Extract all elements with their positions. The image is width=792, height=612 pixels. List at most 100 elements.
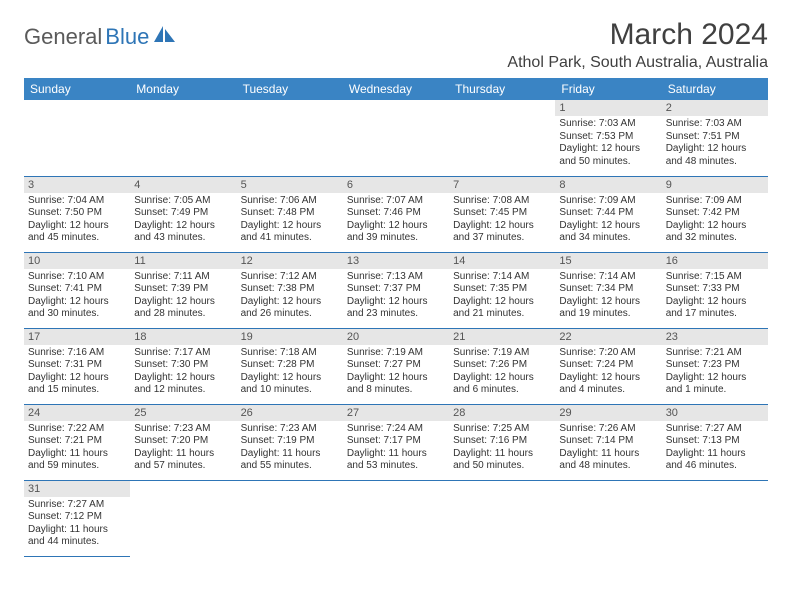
day-number: 20 — [343, 329, 449, 345]
day-ss: Sunset: 7:35 PM — [453, 283, 551, 296]
day-sr: Sunrise: 7:12 AM — [241, 271, 339, 284]
calendar-cell — [343, 100, 449, 176]
day-dl1: Daylight: 12 hours — [134, 296, 232, 309]
day-number: 19 — [237, 329, 343, 345]
day-number: 2 — [662, 100, 768, 116]
calendar-cell — [237, 480, 343, 556]
day-number — [343, 100, 449, 116]
weekday-header: Tuesday — [237, 78, 343, 100]
day-sr: Sunrise: 7:19 AM — [453, 347, 551, 360]
calendar-cell — [237, 100, 343, 176]
day-details: Sunrise: 7:10 AMSunset: 7:41 PMDaylight:… — [24, 269, 130, 325]
calendar-cell: 4Sunrise: 7:05 AMSunset: 7:49 PMDaylight… — [130, 176, 236, 252]
day-dl1: Daylight: 11 hours — [666, 448, 764, 461]
day-sr: Sunrise: 7:23 AM — [241, 423, 339, 436]
calendar-cell: 9Sunrise: 7:09 AMSunset: 7:42 PMDaylight… — [662, 176, 768, 252]
day-dl2: and 45 minutes. — [28, 232, 126, 245]
day-ss: Sunset: 7:37 PM — [347, 283, 445, 296]
day-sr: Sunrise: 7:24 AM — [347, 423, 445, 436]
day-details: Sunrise: 7:13 AMSunset: 7:37 PMDaylight:… — [343, 269, 449, 325]
day-ss: Sunset: 7:30 PM — [134, 359, 232, 372]
day-dl2: and 34 minutes. — [559, 232, 657, 245]
calendar-cell: 5Sunrise: 7:06 AMSunset: 7:48 PMDaylight… — [237, 176, 343, 252]
day-dl1: Daylight: 12 hours — [134, 372, 232, 385]
day-dl2: and 8 minutes. — [347, 384, 445, 397]
day-details: Sunrise: 7:22 AMSunset: 7:21 PMDaylight:… — [24, 421, 130, 477]
day-ss: Sunset: 7:26 PM — [453, 359, 551, 372]
day-number: 14 — [449, 253, 555, 269]
day-number: 27 — [343, 405, 449, 421]
calendar-cell: 16Sunrise: 7:15 AMSunset: 7:33 PMDayligh… — [662, 252, 768, 328]
day-dl2: and 50 minutes. — [453, 460, 551, 473]
day-number: 10 — [24, 253, 130, 269]
month-title: March 2024 — [507, 18, 768, 52]
calendar-cell — [662, 480, 768, 556]
day-details: Sunrise: 7:24 AMSunset: 7:17 PMDaylight:… — [343, 421, 449, 477]
day-sr: Sunrise: 7:21 AM — [666, 347, 764, 360]
day-ss: Sunset: 7:20 PM — [134, 435, 232, 448]
day-ss: Sunset: 7:14 PM — [559, 435, 657, 448]
day-number: 13 — [343, 253, 449, 269]
day-dl2: and 17 minutes. — [666, 308, 764, 321]
weekday-header: Friday — [555, 78, 661, 100]
day-details: Sunrise: 7:11 AMSunset: 7:39 PMDaylight:… — [130, 269, 236, 325]
day-number: 15 — [555, 253, 661, 269]
day-details: Sunrise: 7:20 AMSunset: 7:24 PMDaylight:… — [555, 345, 661, 401]
day-dl1: Daylight: 12 hours — [347, 220, 445, 233]
day-details: Sunrise: 7:14 AMSunset: 7:35 PMDaylight:… — [449, 269, 555, 325]
day-sr: Sunrise: 7:09 AM — [666, 195, 764, 208]
day-dl2: and 28 minutes. — [134, 308, 232, 321]
day-number: 22 — [555, 329, 661, 345]
day-dl1: Daylight: 12 hours — [559, 220, 657, 233]
day-dl2: and 53 minutes. — [347, 460, 445, 473]
calendar-cell — [449, 480, 555, 556]
day-ss: Sunset: 7:48 PM — [241, 207, 339, 220]
day-number: 30 — [662, 405, 768, 421]
day-details: Sunrise: 7:25 AMSunset: 7:16 PMDaylight:… — [449, 421, 555, 477]
sail-icon — [154, 24, 176, 50]
calendar-cell: 13Sunrise: 7:13 AMSunset: 7:37 PMDayligh… — [343, 252, 449, 328]
day-sr: Sunrise: 7:19 AM — [347, 347, 445, 360]
day-details: Sunrise: 7:27 AMSunset: 7:12 PMDaylight:… — [24, 497, 130, 553]
day-dl1: Daylight: 11 hours — [347, 448, 445, 461]
calendar-cell — [449, 100, 555, 176]
day-number: 23 — [662, 329, 768, 345]
day-number: 11 — [130, 253, 236, 269]
day-dl1: Daylight: 12 hours — [28, 372, 126, 385]
day-dl1: Daylight: 12 hours — [666, 372, 764, 385]
day-sr: Sunrise: 7:05 AM — [134, 195, 232, 208]
day-sr: Sunrise: 7:03 AM — [666, 118, 764, 131]
calendar-cell: 19Sunrise: 7:18 AMSunset: 7:28 PMDayligh… — [237, 328, 343, 404]
day-dl1: Daylight: 12 hours — [28, 296, 126, 309]
day-sr: Sunrise: 7:04 AM — [28, 195, 126, 208]
day-dl1: Daylight: 12 hours — [347, 372, 445, 385]
day-ss: Sunset: 7:46 PM — [347, 207, 445, 220]
day-dl1: Daylight: 12 hours — [559, 143, 657, 156]
day-number — [130, 100, 236, 116]
day-ss: Sunset: 7:12 PM — [28, 511, 126, 524]
day-number: 31 — [24, 481, 130, 497]
day-dl2: and 6 minutes. — [453, 384, 551, 397]
day-dl1: Daylight: 12 hours — [453, 220, 551, 233]
day-number: 5 — [237, 177, 343, 193]
day-details: Sunrise: 7:08 AMSunset: 7:45 PMDaylight:… — [449, 193, 555, 249]
day-dl2: and 1 minute. — [666, 384, 764, 397]
day-details: Sunrise: 7:05 AMSunset: 7:49 PMDaylight:… — [130, 193, 236, 249]
day-sr: Sunrise: 7:06 AM — [241, 195, 339, 208]
logo: GeneralBlue — [24, 24, 176, 50]
day-dl1: Daylight: 11 hours — [134, 448, 232, 461]
day-dl2: and 50 minutes. — [559, 156, 657, 169]
calendar-row: 24Sunrise: 7:22 AMSunset: 7:21 PMDayligh… — [24, 404, 768, 480]
calendar-cell: 12Sunrise: 7:12 AMSunset: 7:38 PMDayligh… — [237, 252, 343, 328]
calendar-row: 10Sunrise: 7:10 AMSunset: 7:41 PMDayligh… — [24, 252, 768, 328]
day-dl2: and 41 minutes. — [241, 232, 339, 245]
day-number: 8 — [555, 177, 661, 193]
day-details: Sunrise: 7:04 AMSunset: 7:50 PMDaylight:… — [24, 193, 130, 249]
day-sr: Sunrise: 7:17 AM — [134, 347, 232, 360]
day-number: 24 — [24, 405, 130, 421]
calendar-cell: 26Sunrise: 7:23 AMSunset: 7:19 PMDayligh… — [237, 404, 343, 480]
day-dl2: and 44 minutes. — [28, 536, 126, 549]
calendar-row: 17Sunrise: 7:16 AMSunset: 7:31 PMDayligh… — [24, 328, 768, 404]
calendar-cell: 21Sunrise: 7:19 AMSunset: 7:26 PMDayligh… — [449, 328, 555, 404]
day-dl2: and 32 minutes. — [666, 232, 764, 245]
